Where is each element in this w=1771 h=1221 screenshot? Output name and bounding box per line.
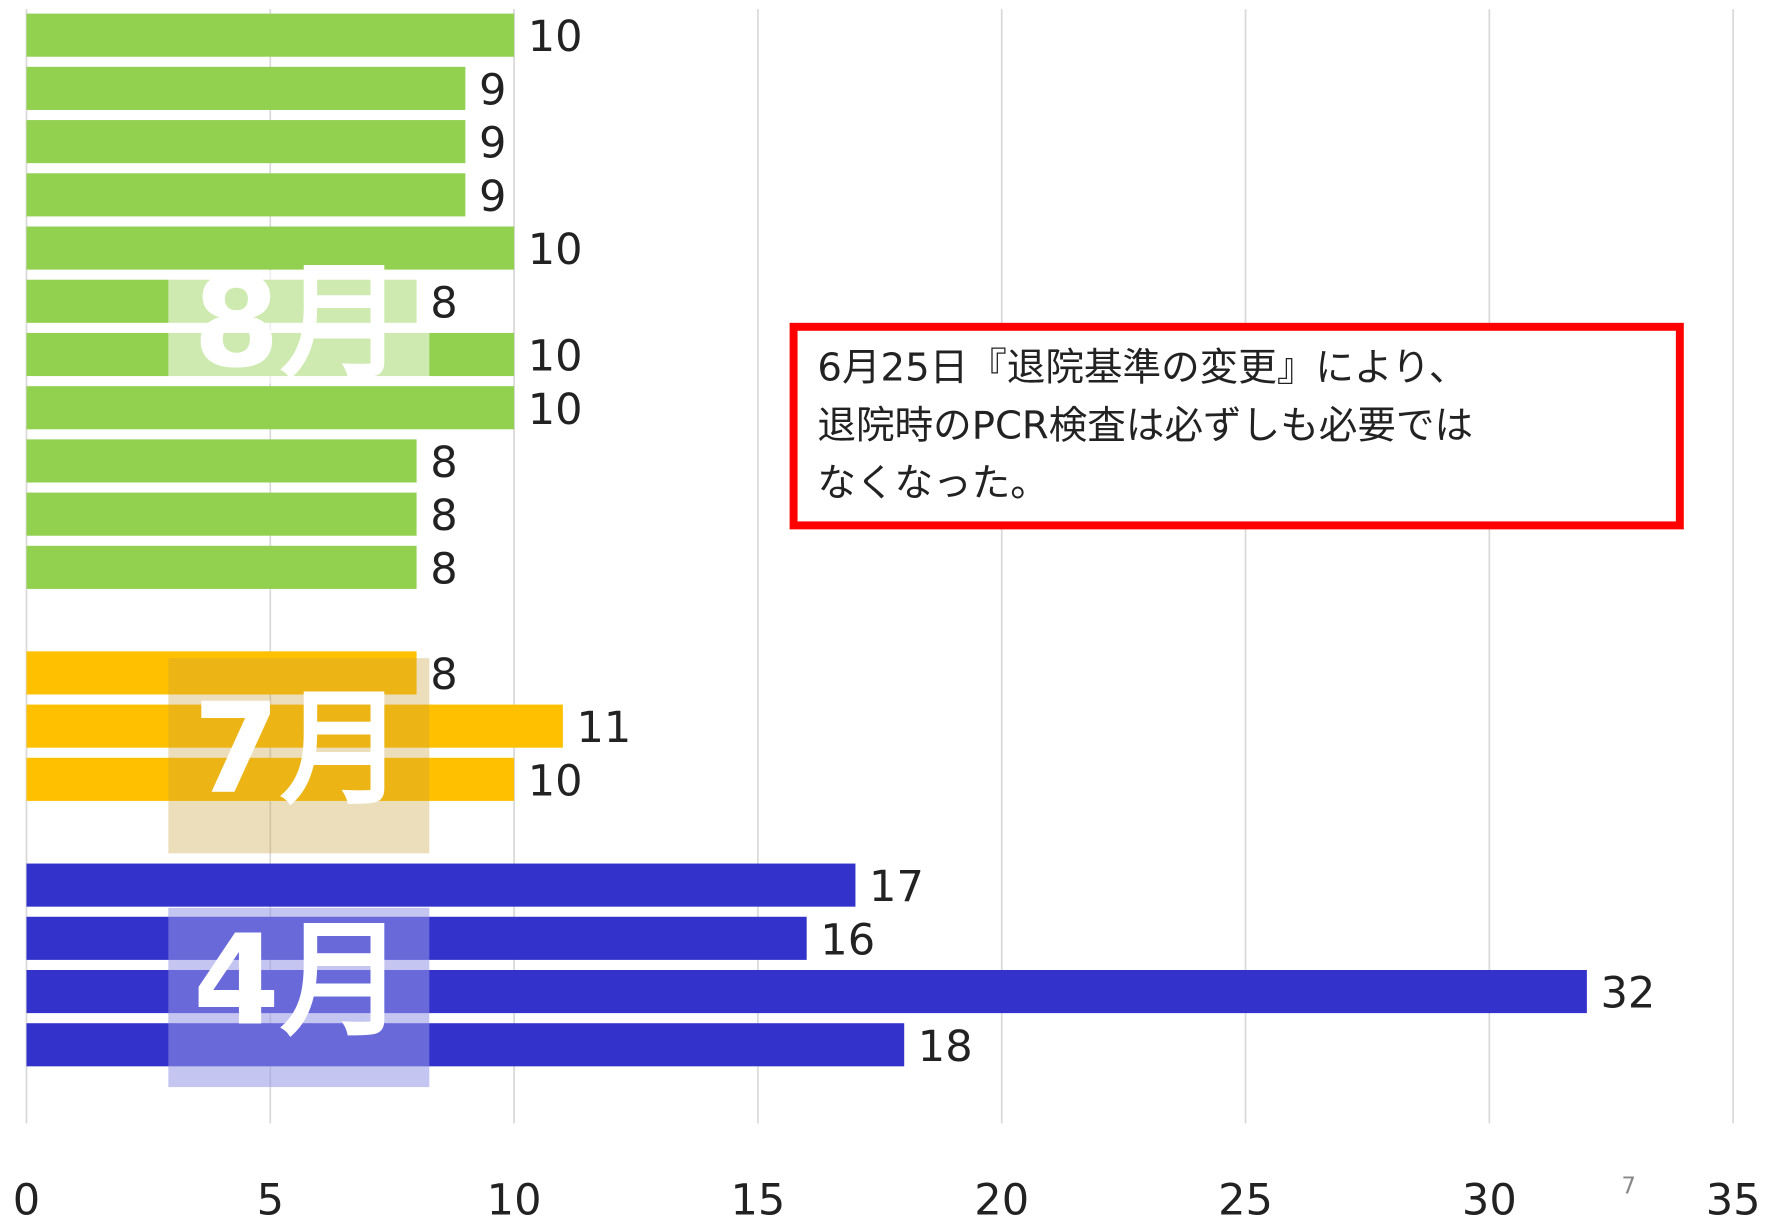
value-label: 17 [869, 862, 924, 912]
bar [26, 651, 417, 695]
group-label: 7月 [193, 677, 405, 822]
bar [26, 173, 466, 217]
value-label: 10 [528, 756, 583, 806]
bar [26, 120, 466, 164]
group-label-box [168, 907, 430, 1088]
bar [26, 863, 856, 907]
value-label: 18 [918, 1022, 973, 1072]
bar [26, 66, 466, 110]
x-tick-label: 30 [1462, 1175, 1517, 1221]
group-label: 4月 [193, 909, 405, 1054]
bar [26, 704, 563, 748]
value-label: 32 [1600, 969, 1655, 1019]
group-label: 8月 [193, 251, 405, 396]
group-label-box [168, 270, 430, 384]
annotation-box [789, 322, 1684, 530]
bar [26, 492, 417, 536]
value-label: 9 [479, 65, 506, 115]
page-number: 7 [1622, 1173, 1636, 1199]
value-label: 16 [820, 915, 875, 965]
x-tick-label: 0 [13, 1175, 40, 1221]
x-tick-label: 35 [1706, 1175, 1761, 1221]
bar [26, 439, 417, 483]
value-label: 8 [430, 650, 457, 700]
annotation-line: 6月25日『退院基準の変更』により、 [817, 345, 1467, 390]
value-label: 8 [430, 544, 457, 594]
value-label: 10 [528, 385, 583, 435]
value-label: 9 [479, 172, 506, 222]
x-tick-label: 15 [730, 1175, 785, 1221]
value-label: 8 [430, 438, 457, 488]
bar [26, 13, 515, 57]
x-tick-label: 25 [1218, 1175, 1273, 1221]
bar [26, 1023, 905, 1067]
value-label: 11 [576, 703, 631, 753]
annotation-line: 退院時のPCR検査は必ずしも必要では [817, 403, 1473, 448]
value-label: 10 [528, 332, 583, 382]
group-label-box [168, 658, 430, 854]
annotation-line: なくなった。 [817, 461, 1048, 506]
value-label: 9 [479, 119, 506, 169]
value-label: 10 [528, 225, 583, 275]
bar [26, 386, 515, 430]
value-label: 8 [430, 491, 457, 541]
bar [26, 757, 515, 801]
bar [26, 545, 417, 589]
x-tick-label: 20 [974, 1175, 1029, 1221]
value-label: 8 [430, 278, 457, 328]
value-label: 10 [528, 12, 583, 62]
x-tick-label: 5 [257, 1175, 284, 1221]
bar [26, 226, 515, 270]
x-tick-label: 10 [487, 1175, 542, 1221]
